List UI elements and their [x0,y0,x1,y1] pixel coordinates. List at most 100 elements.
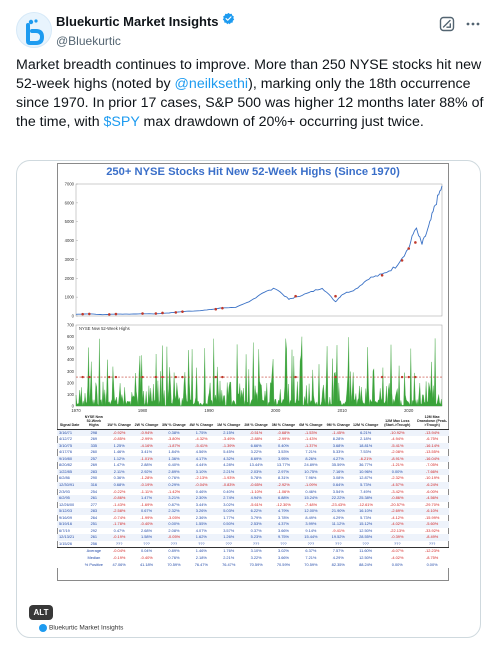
table-cell: 15.24% [297,495,325,502]
threshold-marker [108,375,111,379]
table-cell: 3.21% [160,495,188,502]
table-cell: -1.69% [140,501,153,507]
table-cell: 6.88% [269,495,298,502]
table-cell: 3.26% [187,508,216,515]
highs-y-tick-label: 600 [67,334,75,339]
summary-cell: 7.57% [324,547,352,555]
author-block[interactable]: Bluekurtic Market Insights @Bluekurtic [56,12,235,48]
summary-cell: 82.35% [324,561,352,569]
table-cell: 1/22/85 [57,468,83,476]
signal-marker [154,312,158,315]
table-cell: 3.44% [195,501,207,507]
tweet-header: Bluekurtic Market Insights @Bluekurtic [16,10,481,50]
table-cell: 1.77% [223,514,235,520]
highs-y-tick-label: 200 [67,380,75,385]
table-cell: 5.45% [223,449,235,455]
table-cell: -4.12% [391,514,404,520]
summary-cell [57,555,83,562]
table-cell: 1.36% [160,455,188,463]
x-tick-label: 1980 [138,408,148,413]
signal-marker [114,312,118,316]
table-cell: -6.10% [415,508,449,515]
table-row: 3/10/75 335 1.25% -4.16% -1.87% -5.41% -1.39% 6… [57,442,449,450]
table-cell: 0.37% [250,527,262,533]
table-cell: 4.32% [215,455,243,463]
table-cell: -0.05% [160,534,188,541]
author-display-name[interactable]: Bluekurtic Market Insights [56,13,219,29]
table-cell: 283 [82,508,106,515]
table-row: 2/3/93 254 -0.22% -1.11% -1.42% 0.46% 0.40% -1.… [57,489,449,496]
table-cell: 1.55% [187,521,216,528]
more-dots-icon[interactable] [465,16,481,37]
table-cell: 251 [82,521,106,528]
table-row: 4/12/72 269 -0.85% -2.99% -3.80% -4.32% -3.49%… [57,436,449,443]
tweet-text-part-3: max drawdown of 20%+ occurring just twic… [139,114,424,130]
table-column-header: 2W % Change [132,414,161,430]
table-row: 5/19/16 251 -1.78% -0.40% 0.00% 1.55% 0.50% 2.5… [57,521,449,528]
table-cell: 36.77% [359,462,373,468]
table-cell: 2.36% [195,514,207,520]
table-cell: 7.21% [305,449,317,455]
table-cell: -1.93% [222,475,235,481]
highs-y-tick-label: 400 [67,357,75,362]
table-cell: 264 [90,514,98,520]
price-panel-frame [75,183,443,317]
table-column-header: 1M % Change [215,414,243,430]
signal-marker [221,306,224,310]
table-cell: ??? [335,540,342,546]
table-cell: 4.37% [269,521,298,528]
summary-cell: 3.66% [269,555,298,562]
table-cell: 2.03% [242,468,270,476]
table-row: 1/22/85 283 2.11% 2.92% 2.89% 3.10% 2.21% 2.03%… [57,468,449,476]
table-cell: 1.25% [105,442,133,450]
table-cell: -13.55% [424,449,440,455]
summary-cell: 70.59% [160,561,188,569]
table-cell: -0.04% [187,481,216,489]
table-cell: 1.75% [187,429,216,437]
table-cell: -1.53% [297,429,325,437]
table-cell: 8.49% [305,514,317,520]
table-cell: -7.48% [304,501,318,507]
table-cell: 22.22% [324,495,352,502]
table-cell: -0.68% [269,429,298,437]
table-cell: 2/3/93 [59,488,70,494]
author-handle[interactable]: @Bluekurtic [56,34,121,49]
table-cell: 0.68% [105,481,133,489]
table-row: 9/16/09 264 -0.74% -1.99% -3.05% 2.36% 1.77% 3.… [57,515,449,522]
mention-link[interactable]: @neilksethi [174,76,249,92]
table-cell: 257 [82,455,106,463]
cashtag-link[interactable]: $SPY [103,114,140,130]
table-cell: 4.29% [332,514,344,520]
tweet-media-image[interactable]: 250+ NYSE Stocks Hit New 52-Week Highs (… [16,160,481,638]
table-cell: 3/10/75 [57,442,83,450]
table-cell: 2.11% [105,468,133,476]
table-cell: -0.19% [105,534,133,541]
new-highs-area [75,336,443,407]
table-cell: 4.44% [195,462,207,468]
signal-marker [214,307,218,311]
table-cell: 7.49% [360,488,372,494]
table-cell: 2.15% [215,429,243,437]
alt-badge[interactable]: ALT [29,605,53,620]
threshold-marker [294,375,297,379]
avatar[interactable] [16,12,52,48]
grok-icon[interactable] [439,16,455,37]
table-cell: 4.94% [242,495,270,502]
table-cell: 256 [90,540,98,546]
table-cell: 2.88% [141,462,153,468]
table-cell: -1.28% [140,475,153,481]
table-cell: -2.92% [269,481,298,489]
table-cell: 261 [82,534,106,541]
table-cell: -0.86% [105,495,133,502]
table-cell: -1.43% [304,436,318,442]
table-cell: -4.02% [379,521,416,528]
watermark-text: Bluekurtic Market Insights [49,624,124,632]
table-cell: 3.66% [277,527,290,533]
table-cell: 3.78% [277,514,290,520]
table-cell: 8.26% [297,455,325,463]
summary-cell: 0.76% [160,555,188,562]
table-cell: 298 [82,429,106,437]
table-column-header: 3W % Change [160,414,188,430]
table-cell: -4.94% [391,436,404,442]
